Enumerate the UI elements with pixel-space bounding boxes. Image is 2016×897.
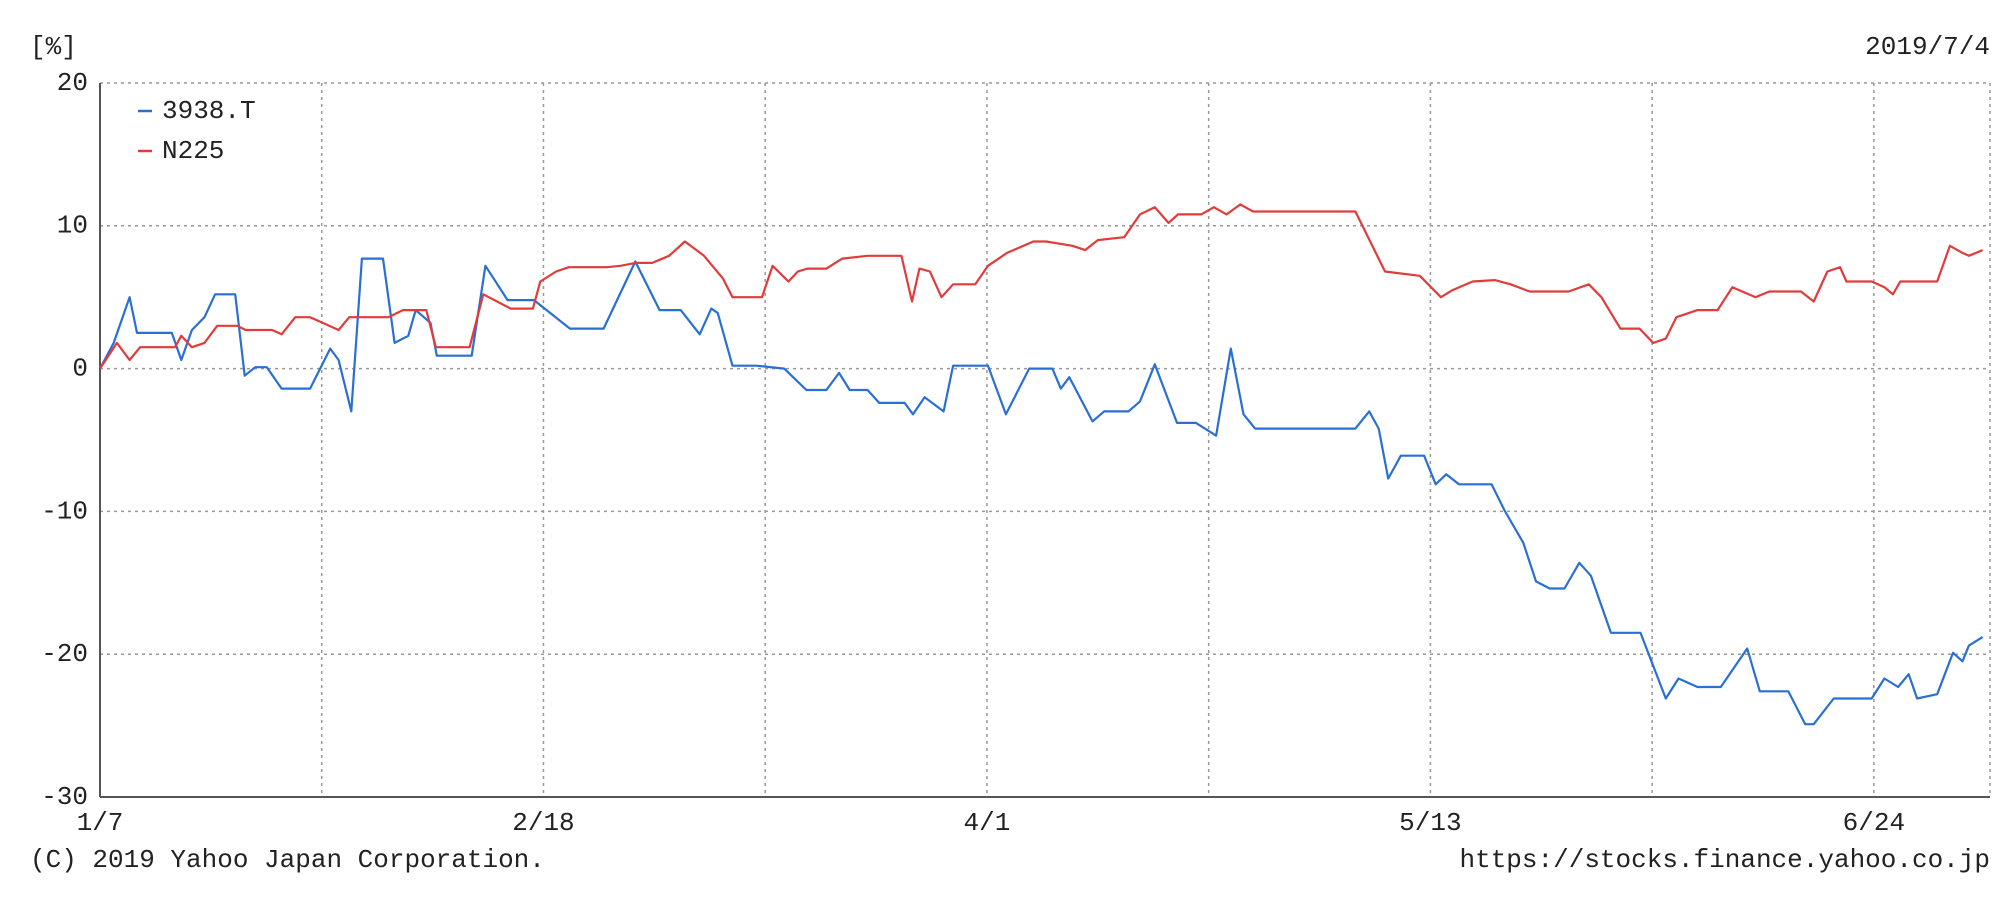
x-tick-label: 4/1 xyxy=(964,808,1011,838)
copyright: (C) 2019 Yahoo Japan Corporation. xyxy=(30,845,545,875)
series-line xyxy=(99,203,1984,370)
x-tick-label: 1/7 xyxy=(77,808,124,838)
y-tick-label: 10 xyxy=(57,211,88,241)
series-line xyxy=(99,257,1984,726)
y-tick-label: -10 xyxy=(41,496,88,526)
source-url: https://stocks.finance.yahoo.co.jp xyxy=(1460,845,1991,875)
chart-date: 2019/7/4 xyxy=(1865,32,1990,62)
x-tick-label: 5/13 xyxy=(1399,808,1461,838)
y-tick-label: -20 xyxy=(41,639,88,669)
legend-label: N225 xyxy=(162,136,224,166)
y-tick-label: 20 xyxy=(57,68,88,98)
legend-label: 3938.T xyxy=(162,96,256,126)
y-tick-label: -30 xyxy=(41,782,88,812)
x-tick-label: 2/18 xyxy=(512,808,574,838)
unit-label: [%] xyxy=(30,32,77,62)
x-tick-label: 6/24 xyxy=(1843,808,1905,838)
y-tick-label: 0 xyxy=(72,353,88,383)
